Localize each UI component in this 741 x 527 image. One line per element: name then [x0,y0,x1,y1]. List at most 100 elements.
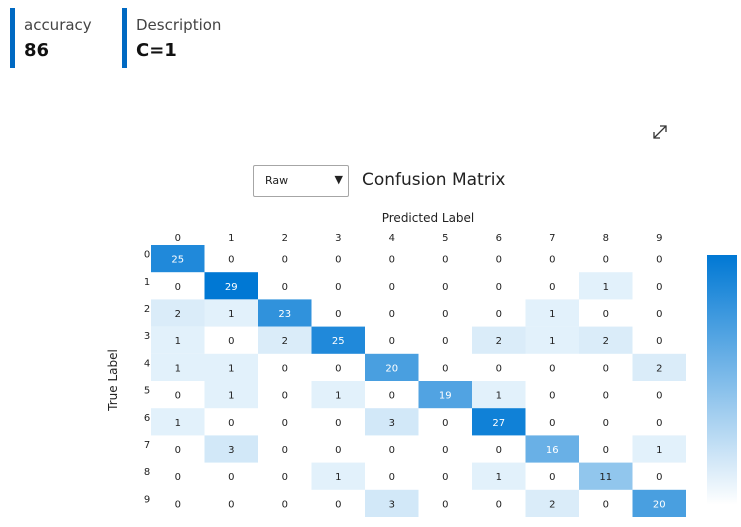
cell-value-label: 0 [335,282,341,293]
cell-value-label: 0 [549,391,555,402]
y-tick-label: 5 [144,386,150,397]
cell-value-label: 20 [385,363,398,374]
cell-value-label: 0 [603,418,609,429]
cell-value-label: 3 [389,418,395,429]
heatmap-cell [258,299,312,327]
cell-value-label: 0 [442,499,448,510]
cell-value-label: 0 [175,499,181,510]
cell-value-label: 0 [335,255,341,266]
cell-value-label: 0 [656,418,662,429]
x-tick-label: 7 [549,233,555,244]
cell-value-label: 0 [282,445,288,456]
cell-value-label: 1 [335,472,341,483]
cell-value-label: 0 [603,391,609,402]
heatmap-cell [472,408,526,436]
view-dropdown[interactable]: Raw ▼ [253,165,349,197]
cell-value-label: 25 [171,255,184,266]
cell-value-label: 0 [603,499,609,510]
cell-value-label: 0 [389,336,395,347]
heatmap-cell [204,299,258,327]
cell-value-label: 0 [282,472,288,483]
cell-value-label: 0 [442,363,448,374]
cell-value-label: 1 [335,391,341,402]
cell-value-label: 0 [389,309,395,320]
y-tick-label: 1 [144,277,150,288]
heatmap-cell [472,462,526,490]
cell-value-label: 0 [282,418,288,429]
cell-value-label: 19 [439,391,452,402]
cell-value-label: 0 [442,472,448,483]
cell-value-label: 0 [549,363,555,374]
cell-value-label: 0 [389,472,395,483]
cell-value-label: 27 [492,418,505,429]
cell-value-label: 0 [335,499,341,510]
cell-value-label: 1 [228,363,234,374]
cell-value-label: 20 [653,499,666,510]
cell-value-label: 0 [175,391,181,402]
cell-value-label: 0 [656,255,662,266]
metric-accuracy: accuracy 86 [10,8,92,68]
heatmap-cell [632,489,686,517]
heatmap-cell [204,353,258,381]
cell-value-label: 0 [442,309,448,320]
cell-value-label: 0 [496,309,502,320]
cell-value-label: 0 [656,391,662,402]
heatmap-cell [472,381,526,409]
heatmap-cell [525,299,579,327]
heatmap-cell [204,272,258,300]
cell-value-label: 0 [656,282,662,293]
cell-value-label: 2 [282,336,288,347]
cell-value-label: 0 [496,499,502,510]
cell-value-label: 2 [175,309,181,320]
metric-label: Description [136,16,222,34]
heatmap-cell [151,245,205,273]
cell-value-label: 29 [225,282,238,293]
cell-value-label: 0 [228,418,234,429]
cell-value-label: 23 [278,309,291,320]
cell-value-label: 0 [228,255,234,266]
heatmap-cell [204,435,258,463]
heatmap-cell [579,326,633,354]
cell-value-label: 2 [549,499,555,510]
heatmap-cell [579,462,633,490]
cell-value-label: 1 [228,391,234,402]
cell-value-label: 0 [228,336,234,347]
cell-value-label: 0 [228,472,234,483]
cell-value-label: 0 [603,255,609,266]
cell-value-label: 0 [656,472,662,483]
y-tick-label: 3 [144,331,150,342]
x-tick-label: 6 [496,233,502,244]
cell-value-label: 1 [603,282,609,293]
cell-value-label: 1 [228,309,234,320]
y-tick-label: 0 [144,250,150,261]
heatmap-cell [151,408,205,436]
heatmap-cell [525,489,579,517]
cell-value-label: 0 [335,418,341,429]
cell-value-label: 2 [496,336,502,347]
cell-value-label: 2 [656,363,662,374]
cell-value-label: 0 [175,445,181,456]
cell-value-label: 0 [442,282,448,293]
cell-value-label: 3 [389,499,395,510]
chart-title: Confusion Matrix [362,170,506,190]
heatmap-cell [151,353,205,381]
cell-value-label: 0 [335,363,341,374]
cell-value-label: 0 [549,255,555,266]
heatmap-cell [311,326,365,354]
heatmap-cell [151,326,205,354]
view-dropdown-value: Raw [265,174,289,187]
cell-value-label: 1 [656,445,662,456]
expand-diagonal-icon[interactable] [650,122,670,142]
y-tick-label: 6 [144,413,150,424]
x-tick-label: 9 [656,233,662,244]
heatmap-cell [525,435,579,463]
y-tick-label: 2 [144,304,150,315]
cell-value-label: 0 [442,445,448,456]
x-tick-label: 4 [389,233,395,244]
cell-value-label: 0 [282,391,288,402]
x-tick-label: 8 [603,233,609,244]
cell-value-label: 0 [603,309,609,320]
cell-value-label: 2 [603,336,609,347]
cell-value-label: 0 [549,282,555,293]
cell-value-label: 1 [496,391,502,402]
